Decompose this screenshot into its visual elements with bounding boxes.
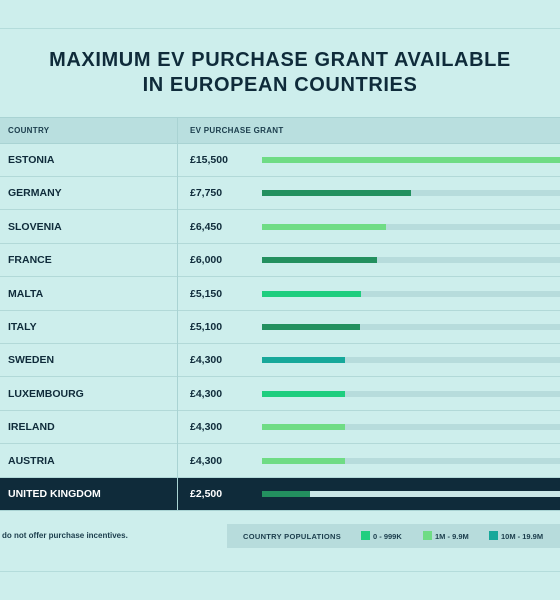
grant-value-label: £4,300 — [190, 421, 223, 433]
chart-title: MAXIMUM EV PURCHASE GRANT AVAILABLE IN E… — [0, 48, 560, 98]
grant-bar — [262, 324, 360, 330]
legend-swatch — [489, 531, 498, 540]
column-separator — [177, 117, 178, 510]
table-row: GERMANY £7,750 — [0, 177, 560, 210]
country-label: SLOVENIA — [8, 221, 62, 233]
grant-bar — [262, 291, 361, 297]
footnote: do not offer purchase incentives. — [2, 531, 128, 540]
grant-value-label: £2,500 — [190, 488, 223, 500]
grant-value-label: £5,150 — [190, 288, 223, 300]
table-row: SWEDEN £4,300 — [0, 344, 560, 377]
bar-track — [262, 424, 560, 430]
grant-bar — [262, 491, 310, 497]
table-row: LUXEMBOURG £4,300 — [0, 378, 560, 411]
bar-track — [262, 491, 560, 497]
country-label: GERMANY — [8, 187, 62, 199]
grant-bar — [262, 257, 377, 263]
legend-title: COUNTRY POPULATIONS — [243, 532, 342, 541]
grant-value-label: £4,300 — [190, 455, 223, 467]
grant-bar — [262, 424, 345, 430]
legend-swatch — [361, 531, 370, 540]
country-label: SWEDEN — [8, 354, 55, 366]
grant-value-label: £7,750 — [190, 187, 223, 199]
top-divider — [0, 28, 560, 29]
table-row: AUSTRIA £4,300 — [0, 445, 560, 478]
grant-column-header: EV PURCHASE GRANT — [190, 126, 284, 135]
bar-track — [262, 291, 560, 297]
table-row: MALTA £5,150 — [0, 278, 560, 311]
grant-bar — [262, 391, 345, 397]
country-label: IRELAND — [8, 421, 55, 433]
grant-bar — [262, 190, 411, 196]
grant-value-label: £5,100 — [190, 321, 223, 333]
bar-track — [262, 190, 560, 196]
grant-value-label: £15,500 — [190, 154, 228, 166]
grant-value-label: £6,000 — [190, 254, 223, 266]
grant-value-label: £6,450 — [190, 221, 223, 233]
chart-title-line-1: MAXIMUM EV PURCHASE GRANT AVAILABLE — [49, 49, 511, 71]
country-label: ESTONIA — [8, 154, 55, 166]
legend-label: 0 - 999K — [373, 532, 402, 541]
bar-track — [262, 391, 560, 397]
table-row: FRANCE £6,000 — [0, 244, 560, 277]
table-row: ITALY £5,100 — [0, 311, 560, 344]
country-label: LUXEMBOURG — [8, 388, 84, 400]
bar-track — [262, 324, 560, 330]
bar-track — [262, 224, 560, 230]
bar-track — [262, 257, 560, 263]
bar-track — [262, 357, 560, 363]
country-label: AUSTRIA — [8, 455, 55, 467]
grant-value-label: £4,300 — [190, 388, 223, 400]
legend-label: 1M - 9.9M — [435, 532, 469, 541]
legend-swatch — [423, 531, 432, 540]
chart-title-line-2: IN EUROPEAN COUNTRIES — [142, 74, 418, 96]
table-row: ESTONIA £15,500 — [0, 144, 560, 177]
grant-bar — [262, 157, 560, 163]
country-label: FRANCE — [8, 254, 52, 266]
table-row: UNITED KINGDOM £2,500 — [0, 478, 560, 511]
legend: COUNTRY POPULATIONS 0 - 999K 1M - 9.9M 1… — [227, 524, 560, 548]
table-row: IRELAND £4,300 — [0, 411, 560, 444]
grant-value-label: £4,300 — [190, 354, 223, 366]
bar-track — [262, 458, 560, 464]
country-label: UNITED KINGDOM — [8, 488, 101, 500]
grant-bar — [262, 357, 345, 363]
table-row: SLOVENIA £6,450 — [0, 211, 560, 244]
table-header: COUNTRY EV PURCHASE GRANT — [0, 117, 560, 144]
legend-label: 10M - 19.9M — [501, 532, 544, 541]
footer-divider — [0, 510, 560, 511]
grant-bar — [262, 224, 386, 230]
country-label: MALTA — [8, 288, 44, 300]
grant-bar — [262, 458, 345, 464]
bottom-divider — [0, 571, 560, 572]
country-column-header: COUNTRY — [8, 126, 50, 135]
country-label: ITALY — [8, 321, 37, 333]
